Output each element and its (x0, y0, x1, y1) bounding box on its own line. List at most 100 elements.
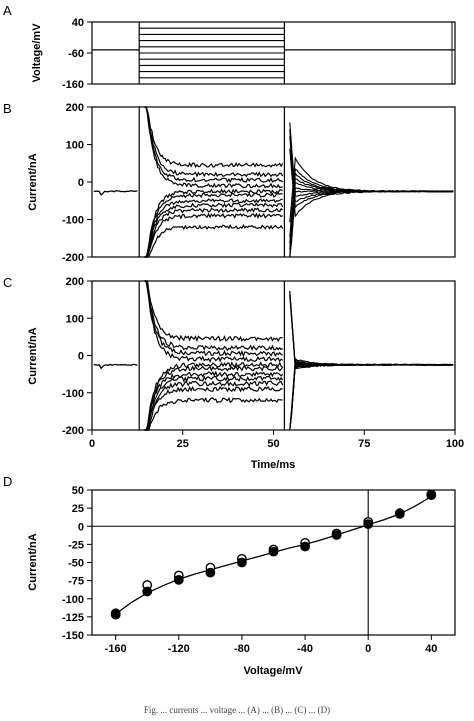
panel-c-trace-step-3 (144, 280, 283, 363)
panel-c-trace-tail-0 (289, 295, 454, 370)
panel-c-trace-step-10 (144, 397, 283, 431)
panel-d-series-1-point-3 (205, 567, 216, 578)
panel-b-trace-step-4 (144, 188, 283, 258)
panel-d-ylabel: Current/nA (27, 533, 39, 591)
panel-c-trace-tail-5 (289, 363, 454, 431)
panel-d-xtick-label-0: -160 (105, 643, 127, 655)
panel-c-ytick-label-4: -200 (62, 425, 84, 437)
panel-b-trace-tail-4 (289, 190, 454, 258)
panel-c-trace-step-2 (144, 280, 283, 358)
panel-d-ytick-label-6: -100 (62, 594, 84, 606)
panel-label-b: B (3, 101, 12, 116)
panel-label-c: C (3, 275, 12, 290)
panel-d-xtick-label-1: -120 (168, 643, 190, 655)
panel-b-plot: 200 100 0 -100 -200 (62, 102, 454, 264)
panel-c-trace-step-8 (144, 379, 284, 431)
panel-b-trace-step-10 (144, 224, 284, 258)
panel-b-trace-step-7 (144, 202, 284, 258)
panel-c-trace-tail-8 (289, 361, 454, 431)
panel-b-trace-step-1 (144, 106, 284, 178)
panel-c-trace-tail-4 (289, 363, 454, 431)
panel-d-series-1-point-6 (300, 541, 310, 552)
panel-c-trace-step-1 (144, 280, 283, 352)
panel-c-trace-tail-2 (289, 291, 454, 368)
panel-d-series-1-point-5 (268, 546, 279, 557)
panel-d-xtick-label-4: 0 (365, 643, 371, 655)
panel-b-ytick-label-2: 0 (78, 177, 84, 189)
panel-c-xtick-label-0: 0 (89, 438, 95, 450)
panel-c-ylabel: Current/nA (27, 327, 39, 385)
panel-d-series-1-point-7 (331, 530, 342, 540)
panel-d-ytick-label-3: -25 (68, 539, 84, 551)
panel-b-trace-step-8 (144, 207, 283, 258)
panel-b-trace-step-6 (144, 198, 283, 258)
panel-b-trace-tail-6 (289, 182, 454, 256)
panel-c-trace-tail-7 (289, 362, 454, 431)
panel-b-trace-tail-8 (289, 171, 454, 244)
panel-d-xtick-label-5: 40 (425, 643, 437, 655)
panel-b-trace-tail-10 (289, 156, 454, 223)
panel-d-ytick-label-8: -150 (62, 630, 84, 642)
panel-d-ytick-label-4: -50 (68, 558, 84, 570)
panel-c-trace-tail-6 (289, 362, 454, 431)
panel-b-trace-step-3 (144, 106, 283, 189)
panel-c-ytick-label-3: -100 (62, 388, 84, 400)
panel-b-frame (91, 106, 456, 258)
panel-a-ytick-label-0: 40 (72, 17, 84, 29)
panel-d-series-1-point-8 (363, 519, 374, 529)
panel-d-series-1-point-10 (426, 490, 437, 500)
panel-d-series-1-point-2 (173, 575, 184, 585)
panel-label-d: D (3, 474, 12, 489)
panel-d-ytick-label-7: -125 (62, 612, 84, 624)
panel-c-xtick-label-3: 75 (358, 438, 370, 450)
panel-d-xlabel: Voltage/mV (243, 665, 303, 677)
panel-c-trace-step-4 (144, 360, 283, 431)
panel-d-ytick-label-1: 25 (72, 503, 84, 515)
panel-d-series-1-point-9 (394, 509, 405, 519)
panel-c-ytick-label-0: 200 (66, 276, 84, 288)
panel-b-trace-tail-1 (289, 136, 454, 209)
panel-d-series-1-point-4 (236, 557, 247, 568)
panel-b-trace-step-2 (144, 106, 284, 184)
panel-c-ytick-label-2: 0 (78, 351, 84, 363)
panel-c-xtick-label-4: 100 (446, 438, 464, 450)
panel-d-ytick-label-2: 0 (78, 521, 84, 533)
panel-c-trace-step-9 (144, 385, 283, 431)
panel-b-ytick-label-1: 100 (66, 140, 84, 152)
panel-c-trace-tail-10 (289, 357, 454, 431)
panel-c-ytick-label-1: 100 (66, 313, 84, 325)
panel-b-trace-step-9 (144, 212, 283, 258)
panel-a-plot: 40 -60 -160 (62, 17, 455, 91)
panel-d-ytick-label-5: -75 (68, 576, 84, 588)
panel-b-ytick-label-3: -100 (62, 215, 84, 227)
panel-d-xtick-label-3: -40 (297, 643, 313, 655)
panel-c-trace-step-7 (144, 374, 284, 431)
panel-d-series-1-point-1 (142, 586, 153, 597)
panel-c-plot: 200 100 0 -100 -200 0 25 50 75 100 (62, 276, 464, 450)
panel-b-ylabel: Current/nA (27, 153, 39, 211)
panel-c-trace-tail-3 (289, 290, 454, 368)
panel-c-trace-step-5 (144, 365, 284, 431)
panel-b-trace-tail-0 (289, 148, 454, 218)
panel-label-a: A (3, 3, 12, 18)
panel-d-ytick-label-0: 50 (72, 485, 84, 497)
panel-c-xtick-label-2: 50 (267, 438, 279, 450)
panel-c-trace-tail-1 (289, 293, 454, 369)
panel-b-trace-step-0 (144, 106, 284, 168)
figure-caption: Fig. ... currents ... voltage ... (A) ..… (144, 705, 330, 715)
panel-d-series-1-point-0 (110, 608, 121, 619)
panel-d-xtick-label-2: -80 (234, 643, 250, 655)
panel-a-ylabel: Voltage/mV (31, 23, 43, 83)
panel-b-trace-tail-5 (289, 187, 454, 258)
panel-c-trace-tail-9 (289, 360, 454, 431)
panel-c-trace-step-0 (144, 280, 283, 343)
panel-c-frame (91, 280, 456, 431)
panel-d-plot: 50 25 0 -25 -50 -75 -100 -125 -150 -160 -120 -80 -40… (62, 485, 455, 655)
panel-b-baseline-pre (93, 190, 138, 196)
panel-a-ytick-label-2: -160 (62, 79, 84, 91)
panel-c-xlabel: Time/ms (251, 459, 295, 471)
panel-c-baseline-pre (93, 363, 138, 370)
panel-b-ytick-label-0: 200 (66, 102, 84, 114)
panel-c-xtick-label-1: 25 (177, 438, 189, 450)
